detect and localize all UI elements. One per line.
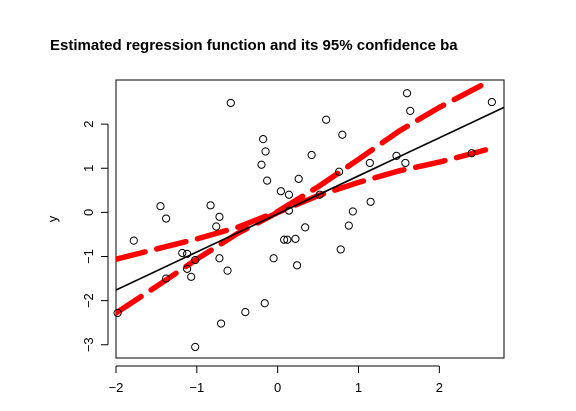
x-tick-label: −1	[189, 380, 204, 395]
data-point	[335, 167, 344, 176]
fit-line-layer	[116, 106, 504, 291]
data-point	[315, 190, 324, 199]
data-point	[284, 206, 294, 215]
data-point	[261, 147, 270, 156]
data-point	[292, 261, 302, 270]
plot-frame	[115, 79, 505, 359]
data-point	[366, 197, 375, 206]
confidence-band-lower	[116, 146, 493, 316]
data-point	[215, 212, 224, 221]
data-point	[402, 89, 412, 98]
data-point	[344, 221, 353, 230]
chart-title: Estimated regression function and its 95…	[50, 37, 458, 54]
data-point	[162, 214, 171, 223]
data-point	[263, 176, 272, 185]
regression-fit-line	[116, 106, 504, 291]
data-point	[183, 264, 192, 273]
x-tick-label: −2	[109, 380, 124, 395]
data-point	[206, 201, 215, 210]
data-point	[259, 135, 268, 144]
data-point	[348, 207, 357, 216]
data-point	[260, 299, 269, 308]
data-point	[191, 342, 200, 352]
data-point	[113, 308, 122, 318]
data-point	[301, 223, 310, 232]
data-point	[226, 98, 235, 108]
y-axis-label: y	[45, 215, 60, 222]
confidence-band-lower-layer	[116, 146, 493, 316]
data-point	[467, 149, 476, 158]
data-point	[241, 308, 250, 317]
scatter-points	[113, 89, 496, 352]
data-point	[291, 234, 300, 243]
y-tick-label: 1	[81, 165, 96, 172]
x-tick-label: 2	[436, 380, 443, 395]
data-point	[283, 235, 292, 244]
y-tick-label: −1	[81, 249, 96, 264]
data-point	[401, 158, 410, 168]
confidence-band-upper	[116, 80, 493, 262]
data-point	[212, 222, 221, 231]
x-tick-label: 0	[274, 380, 281, 395]
x-tick-label: 1	[355, 380, 362, 395]
data-point	[183, 249, 192, 258]
data-point	[257, 160, 266, 169]
data-point	[156, 202, 165, 211]
data-point	[280, 235, 289, 244]
x-axis: −2 −1 0 1 2	[109, 365, 443, 395]
y-axis: −3 −2 −1 0 1 2	[81, 121, 109, 352]
data-point	[406, 106, 415, 115]
data-point	[269, 254, 278, 263]
data-point	[215, 254, 224, 263]
data-point	[216, 319, 226, 328]
data-point	[365, 158, 374, 168]
data-point	[191, 255, 200, 265]
data-point	[187, 272, 196, 281]
data-point	[178, 248, 187, 258]
data-point	[487, 97, 496, 107]
data-point	[307, 150, 316, 160]
y-tick-label: −3	[81, 337, 96, 352]
data-point	[294, 174, 303, 183]
data-point	[392, 151, 401, 160]
y-tick-label: 0	[81, 209, 96, 216]
data-point	[338, 130, 347, 139]
data-point	[336, 245, 345, 254]
data-point	[223, 266, 232, 275]
y-tick-label: 2	[81, 121, 96, 128]
data-point	[322, 115, 331, 124]
data-point	[276, 187, 285, 196]
confidence-band-upper-layer	[116, 80, 493, 262]
y-tick-label: −2	[81, 293, 96, 308]
data-point	[129, 236, 138, 245]
data-point	[162, 274, 171, 283]
data-point	[284, 190, 294, 199]
